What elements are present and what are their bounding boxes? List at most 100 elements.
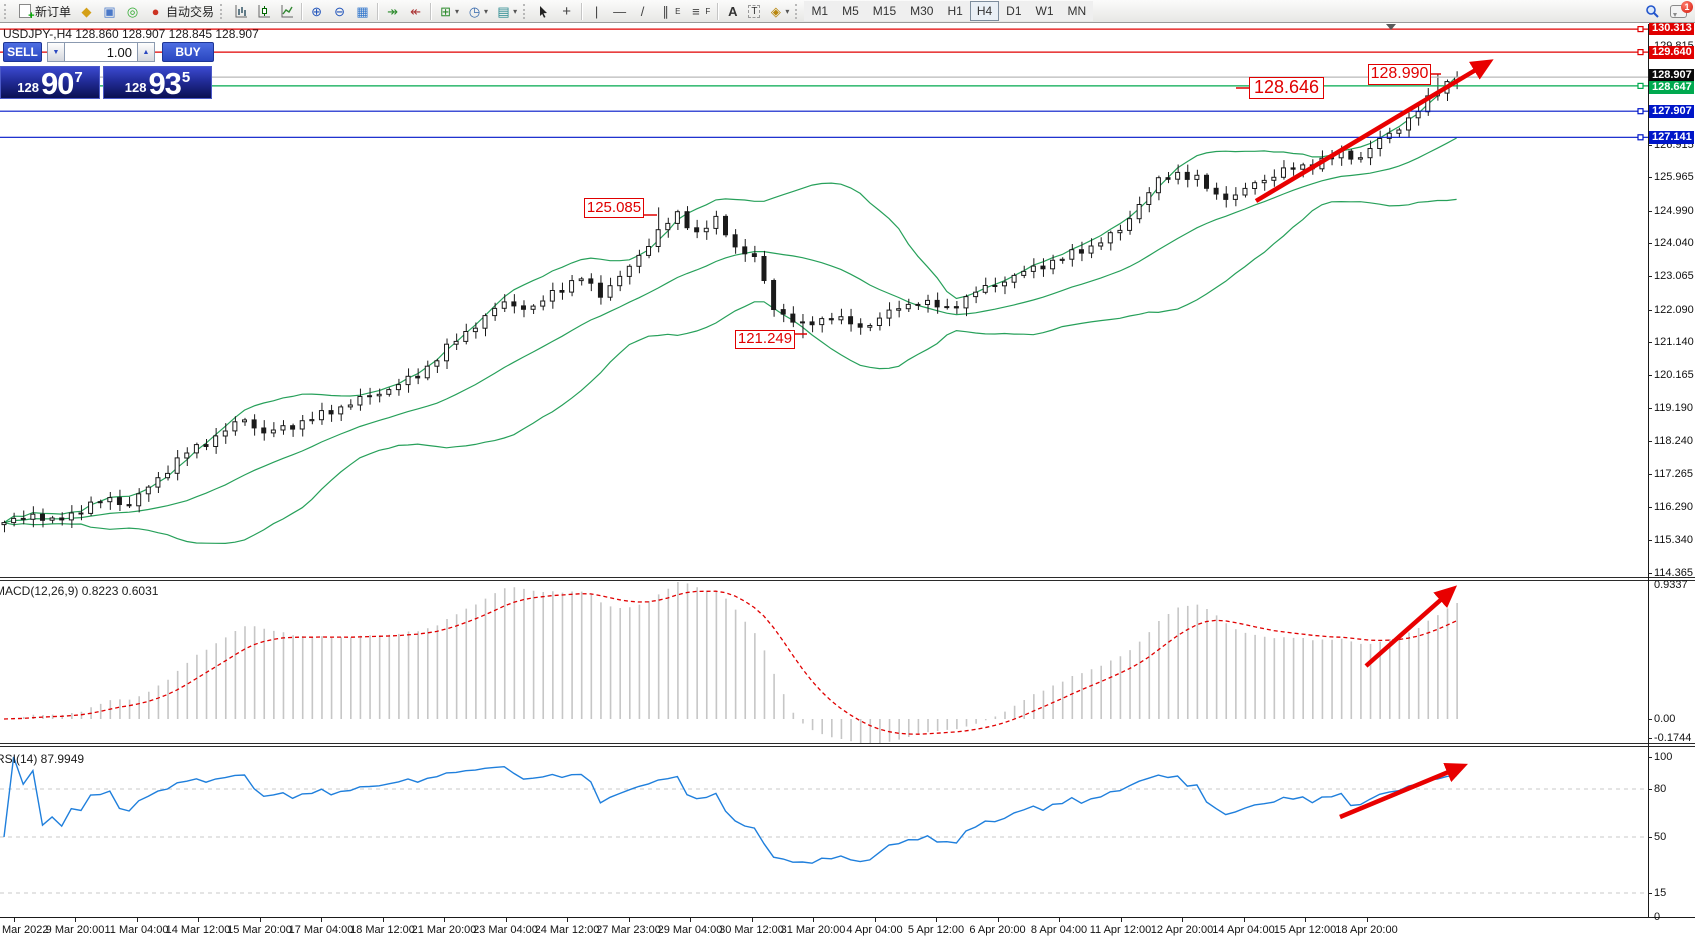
- price-tick-label: 124.990: [1654, 204, 1694, 217]
- toolbar-grip[interactable]: [795, 3, 800, 19]
- candlestick-chart-button[interactable]: [252, 2, 275, 21]
- tf-button-M1[interactable]: M1: [804, 1, 836, 21]
- vertical-line-button[interactable]: |: [585, 2, 608, 21]
- macd-label: MACD(12,26,9) 0.8223 0.6031: [0, 584, 159, 598]
- volume-input[interactable]: [65, 42, 137, 62]
- time-tick: [997, 918, 999, 922]
- buy-price[interactable]: 128 93 5: [103, 66, 212, 99]
- chart-shift-button[interactable]: ↞: [404, 2, 427, 21]
- auto-trading-button[interactable]: ● 自动交易: [144, 1, 218, 22]
- chart-shift-icon: ↞: [410, 3, 421, 19]
- time-tick-label: 23 Mar 04:00: [473, 924, 538, 936]
- shapes-button[interactable]: ◈ ▾: [764, 2, 793, 21]
- tf-button-H4[interactable]: H4: [969, 1, 1000, 21]
- sell-button[interactable]: SELL: [3, 42, 42, 62]
- time-tick: [259, 918, 261, 922]
- tf-button-M30[interactable]: M30: [903, 1, 941, 21]
- bar-chart-button[interactable]: [229, 2, 252, 21]
- templates-button[interactable]: ▤ ▾: [492, 2, 521, 21]
- price-axis[interactable]: 129.815128.865127.890126.915125.965124.9…: [1648, 22, 1695, 923]
- price-tick-label: 119.190: [1654, 402, 1693, 415]
- zoom-out-button[interactable]: ⊖: [328, 2, 351, 21]
- time-axis-border: [0, 917, 1695, 918]
- metaeditor-button[interactable]: ▣: [98, 2, 121, 21]
- price-callout: 128.646: [1249, 77, 1324, 99]
- price-tick: [1648, 341, 1652, 343]
- search-icon[interactable]: [1645, 4, 1660, 19]
- time-tick: [198, 918, 199, 922]
- price-level-label: 129.640: [1649, 46, 1694, 59]
- fibonacci-icon: ≡: [692, 3, 700, 19]
- tile-windows-button[interactable]: ▦: [351, 2, 374, 21]
- price-tick-label: 115.340: [1654, 533, 1693, 546]
- price-tick-label: 120.165: [1654, 369, 1694, 382]
- time-tick-label: 18 Mar 12:00: [350, 924, 415, 936]
- price-tick: [1648, 375, 1652, 377]
- fibonacci-button[interactable]: ≡ F: [684, 2, 714, 21]
- crosshair-button[interactable]: +: [555, 2, 578, 21]
- cursor-button[interactable]: [532, 2, 555, 21]
- macd-tick: [1648, 738, 1652, 739]
- tf-button-M5[interactable]: M5: [835, 1, 866, 21]
- tf-button-H1[interactable]: H1: [940, 1, 970, 21]
- buy-button[interactable]: BUY: [162, 42, 214, 62]
- time-tick: [751, 918, 753, 922]
- signal-button[interactable]: ◎: [121, 2, 144, 21]
- auto-scroll-button[interactable]: ↠: [381, 2, 404, 21]
- zoom-in-button[interactable]: ⊕: [305, 2, 328, 21]
- toolbar-grip[interactable]: [220, 3, 225, 19]
- time-tick-label: 30 Mar 12:00: [719, 924, 784, 936]
- rsi-tick: [1648, 789, 1652, 790]
- sell-price[interactable]: 128 90 7: [0, 66, 100, 99]
- periods-button[interactable]: ◷ ▾: [463, 2, 492, 21]
- tf-button-M15[interactable]: M15: [865, 1, 904, 21]
- time-tick-label: 15 Apr 12:00: [1273, 924, 1337, 936]
- toolbar-grip[interactable]: [523, 3, 528, 19]
- time-tick-label: 9 Mar 20:00: [45, 924, 105, 936]
- time-tick-label: 11 Apr 12:00: [1089, 924, 1152, 936]
- new-order-button[interactable]: + 新订单: [13, 1, 75, 22]
- chart-shift-marker-icon[interactable]: [1386, 24, 1396, 30]
- price-level-label: 128.647: [1649, 81, 1694, 94]
- pane-separator[interactable]: [0, 577, 1695, 581]
- periods-icon: ◷: [468, 3, 481, 19]
- toolbar-grip[interactable]: [4, 3, 9, 19]
- chevron-down-icon: ▾: [455, 6, 460, 16]
- notifications-icon[interactable]: 1: [1670, 0, 1693, 18]
- signal-icon: ◎: [126, 3, 139, 19]
- time-tick: [444, 918, 445, 922]
- equidistant-channel-button[interactable]: ∥ E: [654, 2, 684, 21]
- time-tick: [1182, 918, 1183, 922]
- text-button[interactable]: A: [721, 2, 744, 21]
- price-tick: [1648, 474, 1652, 476]
- price-tick: [1648, 573, 1652, 574]
- price-tick: [1648, 408, 1652, 410]
- tf-button-W1[interactable]: W1: [1028, 1, 1061, 21]
- pane-separator[interactable]: [0, 743, 1695, 747]
- line-chart-button[interactable]: [275, 2, 298, 21]
- gem-button[interactable]: ◆: [75, 2, 98, 21]
- time-tick-label: 29 Mar 04:00: [657, 924, 723, 936]
- time-tick-label: 14 Mar 12:00: [165, 924, 231, 936]
- macd-pane[interactable]: [0, 581, 1648, 743]
- trendline-button[interactable]: /: [631, 2, 654, 21]
- time-axis[interactable]: Mar 2022 9 Mar 20:00 11 Mar 04:00 14 Mar 12…: [0, 918, 1695, 941]
- rsi-tick-label: 15: [1654, 887, 1667, 899]
- horizontal-line-button[interactable]: —: [608, 2, 631, 21]
- price-chart-pane[interactable]: [0, 24, 1648, 577]
- rsi-tick: [1648, 837, 1652, 838]
- indicators-button[interactable]: ⊞ ▾: [434, 2, 463, 21]
- rsi-pane[interactable]: [0, 747, 1648, 917]
- tf-button-MN[interactable]: MN: [1060, 1, 1094, 21]
- volume-increase-button[interactable]: ▲: [137, 42, 155, 62]
- time-tick: [1120, 918, 1122, 922]
- text-label-button[interactable]: T: [744, 3, 764, 20]
- time-tick: [136, 918, 138, 922]
- bar-chart-icon: [233, 4, 248, 19]
- volume-decrease-button[interactable]: ▼: [47, 42, 65, 62]
- line-chart-icon: [279, 4, 294, 19]
- tf-button-D1[interactable]: D1: [999, 1, 1029, 21]
- price-tick-label: 125.965: [1654, 171, 1694, 184]
- macd-tick: [1648, 719, 1652, 720]
- rsi-tick-label: 0: [1654, 911, 1661, 923]
